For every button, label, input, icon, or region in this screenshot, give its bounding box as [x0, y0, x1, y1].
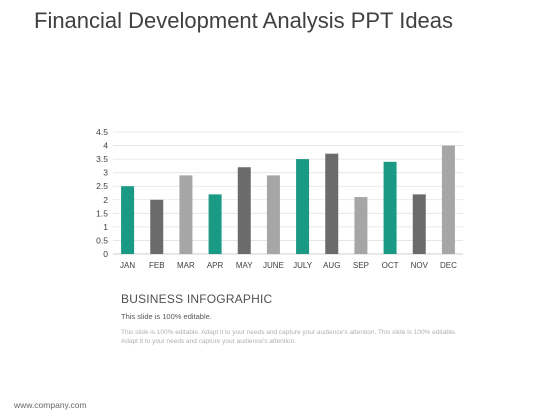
bar-mar [179, 175, 193, 254]
y-tick-label: 2.5 [96, 181, 108, 191]
bar-jan [121, 186, 135, 254]
y-tick-label: 3.5 [96, 154, 108, 164]
x-tick-label: JUNE [263, 261, 284, 270]
footer-url: www.company.com [14, 400, 87, 410]
y-tick-label: 1 [103, 222, 108, 232]
bar-sep [354, 197, 368, 254]
x-tick-label: MAY [236, 261, 253, 270]
bar-nov [412, 194, 426, 254]
x-tick-label: FEB [149, 261, 165, 270]
y-tick-label: 0.5 [96, 235, 108, 245]
y-tick-label: 0 [103, 249, 108, 259]
bar-aug [325, 153, 339, 254]
x-tick-label: SEP [353, 261, 369, 270]
y-tick-label: 4 [103, 141, 108, 151]
bar-july [296, 159, 310, 254]
bar-dec [441, 145, 455, 254]
bar-june [266, 175, 280, 254]
y-tick-label: 1.5 [96, 208, 108, 218]
info-heading: BUSINESS INFOGRAPHIC [121, 292, 273, 306]
bar-chart: 0 0.5 1 1.5 2 2.5 3 3.5 4 4.5 JAN FEB MAR APR MAY JUNE J… [96, 127, 463, 270]
y-tick-label: 3 [103, 168, 108, 178]
info-subheading: This slide is 100% editable. [121, 312, 212, 321]
bar-apr [208, 194, 222, 254]
x-tick-label: JULY [293, 261, 313, 270]
y-tick-label: 4.5 [96, 127, 108, 137]
x-tick-label: DEC [440, 261, 457, 270]
slide-title: Financial Development Analysis PPT Ideas [34, 8, 454, 33]
y-tick-label: 2 [103, 195, 108, 205]
x-tick-label: NOV [411, 261, 429, 270]
x-tick-label: AUG [323, 261, 340, 270]
bar-feb [150, 199, 164, 254]
bar-oct [383, 161, 397, 254]
info-body: This slide is 100% editable. Adapt it to… [121, 329, 457, 345]
x-tick-label: JAN [120, 261, 135, 270]
bar-may [237, 167, 251, 254]
info-block: BUSINESS INFOGRAPHIC This slide is 100% … [121, 292, 461, 346]
x-tick-label: OCT [382, 261, 399, 270]
x-tick-label: APR [207, 261, 224, 270]
x-tick-label: MAR [177, 261, 195, 270]
